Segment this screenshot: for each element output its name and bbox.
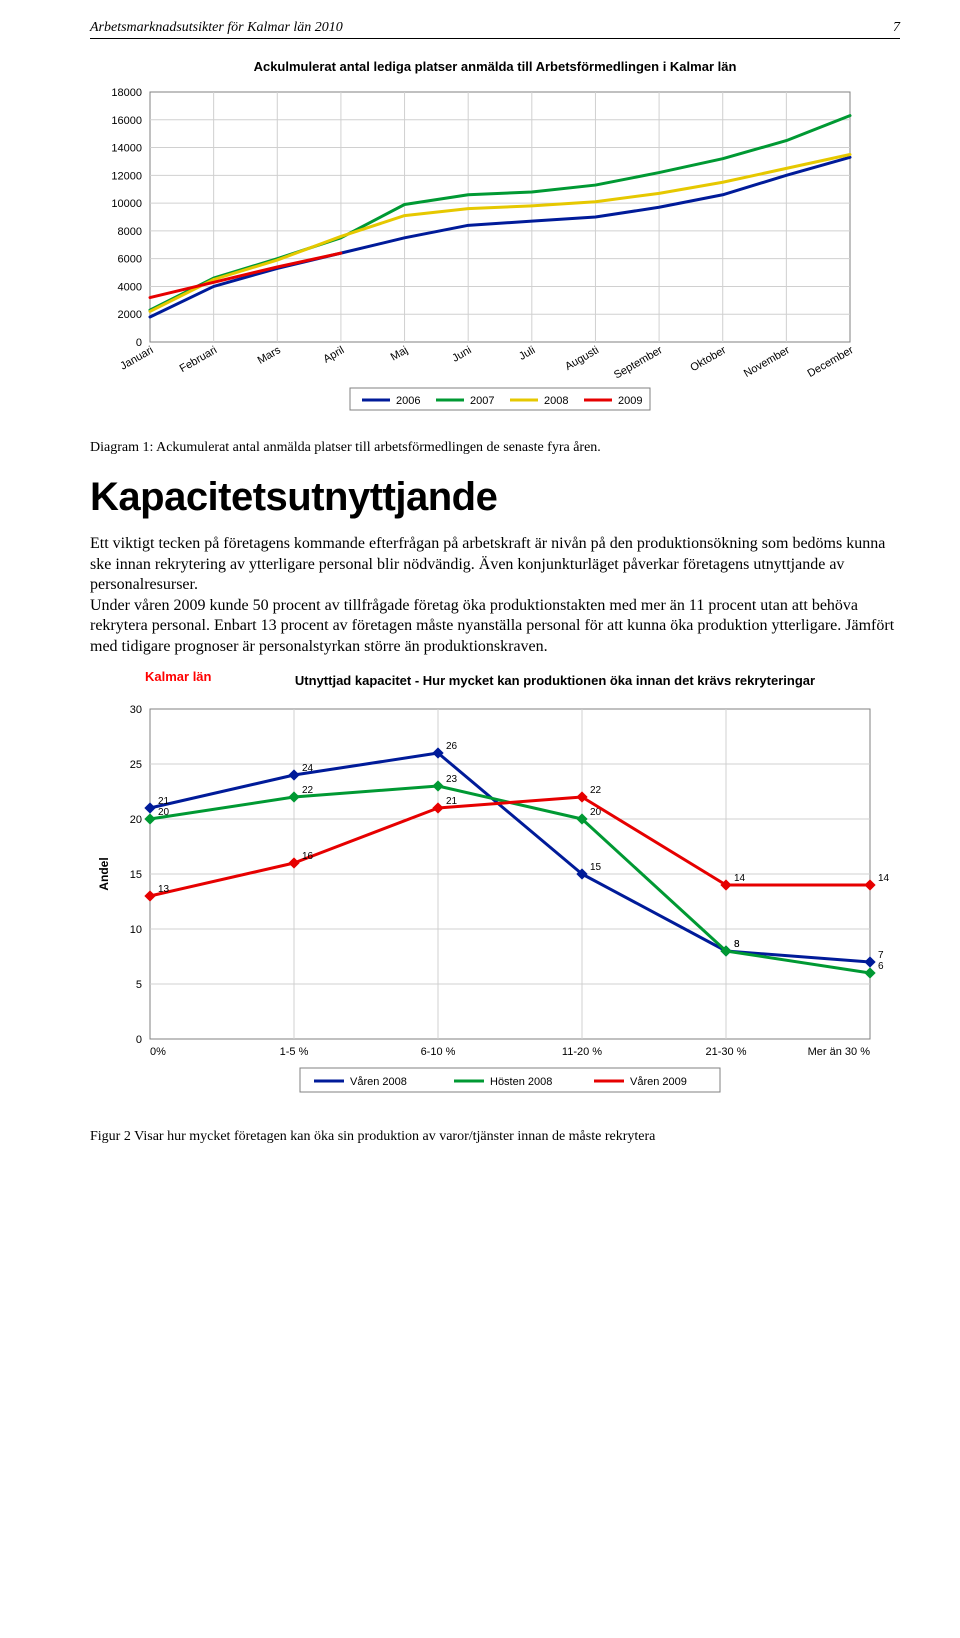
svg-text:6: 6 [878, 961, 884, 972]
svg-text:April: April [321, 344, 346, 365]
svg-text:15: 15 [590, 862, 602, 873]
svg-text:Oktober: Oktober [688, 344, 728, 374]
svg-text:4000: 4000 [118, 281, 142, 293]
svg-text:Augusti: Augusti [563, 344, 601, 373]
svg-text:2009: 2009 [618, 395, 642, 407]
svg-text:20: 20 [158, 807, 170, 818]
svg-text:10: 10 [130, 924, 142, 936]
page-number: 7 [893, 20, 900, 36]
chart2-wrap: Kalmar län Utnyttjad kapacitet - Hur myc… [90, 673, 900, 1119]
svg-text:Mars: Mars [256, 344, 284, 367]
svg-text:November: November [742, 344, 792, 380]
svg-text:0: 0 [136, 337, 142, 349]
svg-text:Maj: Maj [389, 344, 410, 363]
svg-text:2008: 2008 [544, 395, 568, 407]
svg-text:Andel: Andel [97, 857, 111, 890]
svg-text:2000: 2000 [118, 309, 142, 321]
svg-text:13: 13 [158, 884, 170, 895]
svg-text:30: 30 [130, 704, 142, 716]
svg-text:14: 14 [878, 873, 890, 884]
chart2-title: Utnyttjad kapacitet - Hur mycket kan pro… [90, 673, 900, 688]
svg-text:Juni: Juni [450, 344, 473, 364]
svg-text:22: 22 [590, 785, 602, 796]
svg-text:6-10 %: 6-10 % [421, 1046, 456, 1058]
svg-text:5: 5 [136, 979, 142, 991]
svg-text:Juli: Juli [517, 344, 537, 363]
chart1-svg: 0 2000 4000 6000 8000 10000 12000 14000 16000 180… [90, 82, 890, 422]
svg-text:0: 0 [136, 1034, 142, 1046]
svg-text:18000: 18000 [111, 87, 142, 99]
svg-text:21: 21 [446, 796, 458, 807]
chart1-container: 0 2000 4000 6000 8000 10000 12000 14000 16000 180… [90, 82, 900, 427]
svg-text:2007: 2007 [470, 395, 494, 407]
svg-text:6000: 6000 [118, 254, 142, 266]
svg-text:2006: 2006 [396, 395, 420, 407]
svg-text:21: 21 [158, 796, 170, 807]
header-title: Arbetsmarknadsutsikter för Kalmar län 20… [90, 20, 343, 36]
section-body: Ett viktigt tecken på företagens kommand… [90, 534, 900, 657]
svg-text:10000: 10000 [111, 198, 142, 210]
chart2-footer: Figur 2 Visar hur mycket företagen kan ö… [90, 1129, 900, 1145]
svg-text:14: 14 [734, 873, 746, 884]
region-label: Kalmar län [145, 669, 211, 684]
chart2-svg: 0 5 10 15 20 25 30 0% 1-5 % 6-10 % 11-20 % 21-30 % M… [90, 694, 900, 1114]
svg-text:21-30 %: 21-30 % [706, 1046, 747, 1058]
svg-text:25: 25 [130, 759, 142, 771]
svg-text:1-5 %: 1-5 % [280, 1046, 309, 1058]
svg-text:16: 16 [302, 851, 314, 862]
svg-text:24: 24 [302, 763, 314, 774]
svg-text:16000: 16000 [111, 115, 142, 127]
svg-text:22: 22 [302, 785, 314, 796]
svg-text:Våren 2008: Våren 2008 [350, 1076, 407, 1088]
svg-text:September: September [612, 344, 665, 381]
svg-text:8000: 8000 [118, 226, 142, 238]
section-heading: Kapacitetsutnyttjande [90, 475, 900, 520]
svg-text:12000: 12000 [111, 170, 142, 182]
chart1-caption: Diagram 1: Ackumulerat antal anmälda pla… [90, 439, 900, 457]
doc-header: Arbetsmarknadsutsikter för Kalmar län 20… [90, 20, 900, 39]
svg-text:Mer än 30 %: Mer än 30 % [808, 1046, 871, 1058]
chart1-title: Ackulmulerat antal lediga platser anmäld… [90, 59, 900, 74]
svg-text:15: 15 [130, 869, 142, 881]
svg-text:7: 7 [878, 950, 884, 961]
svg-text:Februari: Februari [178, 344, 219, 375]
svg-text:23: 23 [446, 774, 458, 785]
svg-text:Våren 2009: Våren 2009 [630, 1076, 687, 1088]
svg-text:8: 8 [734, 939, 740, 950]
svg-text:December: December [806, 344, 856, 380]
svg-text:26: 26 [446, 741, 458, 752]
svg-text:0%: 0% [150, 1046, 166, 1058]
svg-text:11-20 %: 11-20 % [562, 1046, 602, 1058]
svg-text:Hösten 2008: Hösten 2008 [490, 1076, 552, 1088]
svg-text:20: 20 [130, 814, 142, 826]
svg-text:14000: 14000 [111, 143, 142, 155]
